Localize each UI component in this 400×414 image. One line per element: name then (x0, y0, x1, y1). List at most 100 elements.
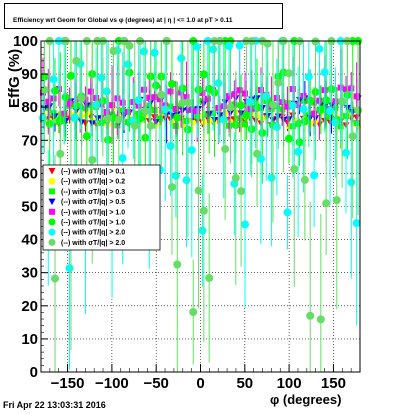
data-point (139, 47, 148, 56)
data-point (136, 114, 145, 123)
data-point (284, 69, 293, 78)
data-point (40, 85, 49, 94)
data-point (77, 94, 86, 103)
data-point (141, 106, 150, 115)
data-point (241, 121, 248, 128)
data-point (316, 315, 325, 324)
x-tick-label: 150 (321, 375, 346, 392)
legend-marker (48, 238, 56, 246)
data-point (242, 111, 251, 120)
y-tick-label: 70 (21, 132, 38, 149)
data-point (311, 110, 318, 117)
x-tick-label: 0 (196, 375, 204, 392)
data-point (167, 88, 174, 95)
data-point (316, 105, 325, 114)
data-point (199, 70, 208, 79)
data-point (146, 94, 153, 101)
data-point (198, 226, 207, 235)
data-point (104, 114, 113, 123)
data-point (82, 96, 89, 103)
legend-marker (48, 218, 56, 226)
data-point (300, 175, 309, 184)
data-point (97, 73, 106, 82)
data-point (209, 45, 218, 54)
data-point (306, 96, 315, 105)
data-point (225, 42, 234, 51)
data-point (284, 134, 293, 143)
data-point (310, 171, 319, 180)
legend-marker (49, 208, 55, 215)
data-point (183, 94, 190, 101)
data-point (161, 105, 170, 114)
data-point (82, 132, 91, 141)
data-point (56, 149, 65, 158)
y-tick-label: 50 (21, 199, 38, 216)
x-tick-label: −150 (51, 375, 85, 392)
data-point (70, 113, 79, 122)
legend-entry: (--) with σT/|q| > 0.3 (61, 189, 125, 196)
data-point (240, 220, 249, 229)
data-point (157, 90, 166, 99)
data-point (204, 95, 211, 102)
data-point (187, 146, 196, 155)
data-point (294, 147, 303, 156)
data-point (166, 142, 175, 151)
data-point (241, 90, 248, 97)
data-point (288, 101, 297, 110)
data-point (237, 187, 246, 196)
y-tick-label: 30 (21, 265, 38, 282)
data-point (315, 44, 324, 53)
data-point (304, 72, 313, 81)
legend-marker (48, 168, 56, 175)
data-point (171, 171, 180, 180)
data-point (134, 96, 143, 105)
data-point (332, 196, 341, 205)
data-point (331, 118, 340, 127)
data-point (65, 264, 74, 273)
y-tick-label: 90 (21, 66, 38, 83)
data-point (221, 145, 230, 154)
legend-entry: (--) with σT/|q| > 0.1 (61, 169, 125, 176)
data-point (341, 148, 350, 157)
legend-entry: (--) with σT/|q| > 0.2 (61, 179, 125, 186)
data-point (267, 173, 276, 182)
data-point (347, 178, 356, 187)
data-point (66, 100, 73, 107)
data-point (66, 71, 75, 80)
y-tick-label: 20 (21, 298, 38, 315)
data-point (114, 115, 123, 124)
data-point (92, 100, 101, 109)
data-point (326, 107, 335, 116)
data-point (193, 42, 202, 51)
data-point (353, 93, 360, 100)
legend-marker (48, 198, 56, 206)
data-point (338, 97, 347, 106)
data-point (274, 78, 283, 87)
data-point (214, 79, 223, 88)
y-tick-label: 40 (21, 232, 38, 249)
data-point (156, 115, 163, 122)
data-point (348, 132, 357, 141)
data-point (342, 86, 349, 93)
legend-marker (48, 177, 56, 185)
data-point (87, 88, 94, 95)
data-point (51, 86, 60, 95)
data-point (156, 96, 163, 103)
data-point (61, 93, 70, 102)
data-point (189, 308, 198, 317)
y-tick-label: 60 (21, 165, 38, 182)
y-tick-label: 10 (21, 331, 38, 348)
data-point (183, 98, 192, 107)
data-point (88, 155, 97, 164)
chart-title: Efficiency wrt Geom for Global vs φ (deg… (13, 17, 233, 24)
data-point (205, 273, 214, 282)
data-point (236, 87, 243, 94)
y-tick-label: 100 (13, 33, 38, 50)
data-point (283, 208, 292, 217)
data-point (295, 138, 304, 147)
legend-marker (48, 228, 56, 236)
data-point (130, 121, 139, 130)
legend-entry: (--) with σT/|q| > 1.0 (61, 220, 125, 227)
data-point (262, 92, 271, 101)
title-box: Efficiency wrt Geom for Global vs φ (deg… (4, 3, 283, 29)
